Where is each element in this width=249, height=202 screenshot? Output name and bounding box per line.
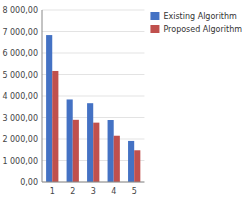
x-tick-label: 5	[132, 187, 137, 196]
bar	[134, 150, 140, 182]
x-axis	[42, 182, 144, 183]
bar	[46, 35, 52, 182]
grid-line	[42, 182, 144, 183]
bar	[93, 123, 99, 182]
grid-line	[42, 53, 144, 54]
y-tick-label: 7 000,00	[2, 28, 38, 37]
grid-line	[42, 10, 144, 11]
bars	[46, 35, 140, 182]
x-tick-label: 1	[50, 187, 55, 196]
legend-label: Existing Algorithm	[163, 12, 237, 21]
bar	[114, 136, 120, 182]
y-tick-label: 0,00	[20, 178, 38, 187]
y-tick-label: 2 000,00	[2, 135, 38, 144]
y-axis	[42, 10, 43, 182]
chart: 0,00 1 000,00 2 000,00 3 000,00 4 000,00 5 00…	[0, 0, 249, 202]
grid-line	[42, 31, 144, 32]
bar	[67, 99, 73, 182]
bar	[73, 120, 79, 182]
y-tick-label: 4 000,00	[2, 92, 38, 101]
legend-label: Proposed Algorithm	[163, 25, 242, 34]
y-tick-label: 6 000,00	[2, 49, 38, 58]
legend-swatch	[150, 25, 159, 33]
legend-swatch	[150, 12, 159, 20]
y-tick-label: 8 000,00	[2, 6, 38, 15]
x-tick-label: 3	[91, 187, 96, 196]
bar	[128, 141, 134, 182]
bar	[108, 120, 114, 182]
grid	[42, 10, 144, 182]
y-tick-label: 1 000,00	[2, 157, 38, 166]
legend: Existing Algorithm Proposed Algorithm	[150, 12, 242, 34]
bar	[52, 71, 58, 182]
y-tick-label: 3 000,00	[2, 114, 38, 123]
x-tick-label: 2	[70, 187, 75, 196]
y-tick-label: 5 000,00	[2, 71, 38, 80]
bar	[87, 103, 93, 182]
x-tick-label: 4	[111, 187, 116, 196]
